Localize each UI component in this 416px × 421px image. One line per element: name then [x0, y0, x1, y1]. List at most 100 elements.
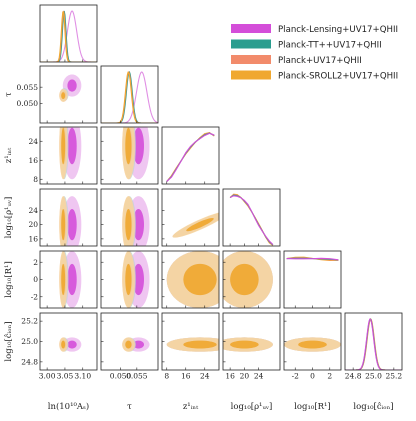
x-tick-label-lnAs: 3.10 — [74, 372, 91, 381]
y-tick-label-rhoUV: 20 — [28, 220, 38, 229]
legend: Planck-Lensing+UV17+QHII Planck-TT++UV17+… — [231, 24, 398, 82]
contour-68-0 — [67, 340, 77, 349]
panel-cion-vs-R — [284, 337, 341, 352]
contour-68-3 — [125, 127, 132, 165]
marginal-tau — [101, 70, 158, 123]
marginal-rhoUV — [229, 193, 274, 246]
x-tick-label-lnAs: 3.00 — [39, 372, 56, 381]
y-tick-label-zint: 16 — [28, 156, 38, 165]
frame-tau-tau — [100, 65, 159, 124]
legend-label-2: Planck+UV17+QHII — [278, 56, 362, 66]
marginal-curve-0 — [166, 132, 215, 182]
contour-68-0 — [67, 127, 77, 165]
marginal-curve-1 — [40, 10, 97, 62]
y-axis-label-rhoUV: log₁₀[ρ¹ᵤᵥ] — [4, 197, 14, 239]
x-tick-label-rhoUV: 16 — [225, 372, 235, 381]
frame-zint-tau — [100, 126, 159, 185]
legend-swatch-3 — [231, 70, 271, 80]
y-tick-label-cion: 25.2 — [21, 317, 38, 326]
marginal-curve-3 — [40, 11, 97, 62]
x-tick-label-zint: 16 — [181, 372, 191, 381]
contour-68-0 — [67, 208, 77, 241]
marginal-zint — [166, 132, 215, 182]
frame-zint-zint — [161, 126, 220, 185]
x-tick-label-cion: 24.8 — [345, 372, 362, 381]
contour-68-3 — [61, 208, 66, 241]
x-tick-label-R: 0 — [310, 372, 315, 381]
x-tick-label-rhoUV: 20 — [240, 372, 250, 381]
marginal-curve-0 — [101, 71, 158, 123]
x-tick-label-zint: 8 — [164, 372, 169, 381]
contour-68-0 — [132, 263, 144, 296]
marginal-curve-0 — [286, 257, 339, 261]
panel-cion-vs-rhoUV — [223, 337, 273, 352]
x-tick-label-zint: 24 — [200, 372, 210, 381]
panel-rhoUV-vs-lnAs — [59, 196, 82, 246]
x-axis-label-rhoUV: log₁₀[ρ¹ᵤᵥ] — [231, 402, 273, 412]
contour-68-0 — [132, 340, 144, 349]
contour-68-0 — [132, 127, 144, 165]
panel-R-vs-zint — [166, 251, 219, 308]
frame-rhoUV-zint — [161, 188, 220, 247]
contour-68-3 — [183, 340, 217, 349]
contour-68-0 — [67, 263, 77, 296]
contour-68-3 — [298, 340, 327, 349]
y-tick-label-R: -2 — [31, 292, 39, 301]
x-tick-label-tau: 0.055 — [126, 372, 148, 381]
legend-label-3: Planck-SROLL2+UV17+QHII — [278, 72, 398, 82]
frame-zint-lnAs — [39, 126, 98, 185]
y-tick-label-zint: 24 — [28, 137, 38, 146]
y-tick-label-rhoUV: 24 — [28, 206, 38, 215]
contour-68-3 — [61, 340, 66, 349]
contour-68-3 — [61, 263, 66, 296]
panel-rhoUV-vs-zint — [172, 212, 219, 238]
legend-swatch-0 — [231, 24, 271, 33]
marginal-curve-3 — [101, 71, 158, 123]
x-axis-label-cion: log₁₀[ĉᵢₒₙ] — [353, 401, 393, 412]
y-tick-label-cion: 25.0 — [21, 337, 38, 346]
legend-swatch-2 — [231, 55, 271, 64]
contour-68-3 — [183, 263, 217, 296]
y-tick-label-R: 2 — [33, 258, 38, 267]
marginal-curve-1 — [101, 70, 158, 123]
x-axis-label-tau: τ — [127, 402, 132, 412]
contour-68-3 — [61, 92, 66, 100]
contour-68-3 — [230, 340, 259, 349]
frame-rhoUV-lnAs — [39, 188, 98, 247]
contour-68-3 — [230, 263, 259, 296]
y-axis-label-R: log₁₀[R¹] — [4, 261, 14, 298]
panel-zint-vs-tau — [122, 127, 150, 180]
x-tick-label-tau: 0.050 — [110, 372, 132, 381]
contour-68-3 — [186, 218, 214, 232]
x-tick-label-cion: 25.0 — [365, 372, 382, 381]
y-tick-label-rhoUV: 16 — [28, 234, 38, 243]
y-axis-label-cion: log₁₀[ĉᵢₒₙ] — [3, 321, 14, 361]
legend-label-1: Planck-TT++UV17+QHII — [278, 41, 382, 51]
x-axis-label-lnAs: ln(10¹⁰Aₛ) — [48, 401, 89, 412]
frame-lnAs-lnAs — [39, 4, 98, 63]
contour-68-0 — [67, 79, 77, 92]
y-tick-label-tau: 0.050 — [17, 99, 39, 108]
panel-R-vs-rhoUV — [223, 251, 273, 308]
contour-68-3 — [125, 340, 132, 349]
y-tick-label-R: 0 — [33, 275, 38, 284]
legend-swatch-1 — [231, 39, 271, 49]
panel-cion-vs-lnAs — [59, 337, 82, 352]
panel-R-vs-lnAs — [59, 251, 82, 308]
contour-68-0 — [132, 208, 144, 241]
contour-68-3 — [125, 208, 132, 241]
y-axis-label-tau: τ — [4, 92, 14, 97]
marginal-R — [286, 256, 339, 261]
x-tick-label-R: -2 — [292, 372, 300, 381]
panel-R-vs-tau — [122, 251, 150, 308]
y-axis-label-zint: z¹ᵢₙₜ — [4, 147, 14, 163]
panel-cion-vs-zint — [166, 337, 219, 352]
y-tick-label-tau: 0.055 — [17, 83, 39, 92]
x-tick-label-R: 2 — [327, 372, 332, 381]
panel-tau-vs-lnAs — [59, 74, 82, 102]
x-tick-label-cion: 25.2 — [386, 372, 403, 381]
legend-label-0: Planck-Lensing+UV17+QHII — [278, 25, 398, 35]
